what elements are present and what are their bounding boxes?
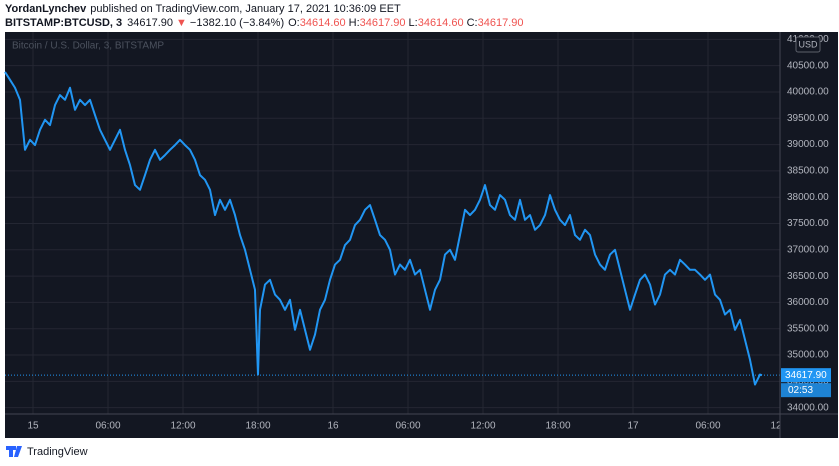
brand-logo — [6, 446, 22, 457]
last-price-value: 34617.90 — [785, 370, 827, 381]
price-line — [4, 71, 763, 386]
close: 34617.90 — [478, 17, 524, 29]
y-tick-label: 35000.00 — [787, 350, 829, 361]
chart-background — [5, 32, 838, 438]
y-tick-label: 40000.00 — [787, 87, 829, 98]
y-tick-label: 39000.00 — [787, 139, 829, 150]
y-tick-label: 36000.00 — [787, 297, 829, 308]
author: YordanLynchev — [5, 3, 87, 15]
last-price-tag — [781, 368, 831, 383]
x-tick-label: 16 — [327, 421, 339, 432]
symbol-bar: BITSTAMP:BTCUSD, 3 34617.90 ▼ −1382.10 (−3.… — [5, 17, 523, 29]
last-price: 34617.90 — [127, 17, 173, 29]
plot — [4, 71, 780, 386]
grid — [5, 32, 780, 414]
close-label: C: — [467, 17, 478, 29]
y-tick-label: 37500.00 — [787, 218, 829, 229]
x-tick-label: 18:00 — [545, 421, 570, 432]
high: 34617.90 — [360, 17, 406, 29]
x-tick-label: 12:00 — [470, 421, 495, 432]
watermark: Bitcoin / U.S. Dollar, 3, BITSTAMP — [12, 41, 164, 52]
price-axis: 34000.0034500.0035000.0035500.0036000.00… — [787, 34, 829, 413]
y-tick-label: 34000.00 — [787, 402, 829, 413]
y-tick-label: 35500.00 — [787, 323, 829, 334]
y-tick-label: 40500.00 — [787, 60, 829, 71]
currency-badge[interactable] — [795, 36, 821, 53]
open-label: O: — [288, 17, 300, 29]
change: −1382.10 (−3.84%) — [190, 17, 284, 29]
y-tick-label: 39500.00 — [787, 113, 829, 124]
x-tick-label: 15 — [27, 421, 39, 432]
y-tick-label: 38000.00 — [787, 192, 829, 203]
low-label: L: — [409, 17, 418, 29]
y-tick-label: 37000.00 — [787, 244, 829, 255]
x-tick-label: 06:00 — [395, 421, 420, 432]
x-tick-label: 18:00 — [245, 421, 270, 432]
published: published on TradingView.com, January 17… — [90, 3, 401, 15]
price-tags: 34617.90 02:53 — [781, 368, 831, 398]
currency: USD — [798, 39, 818, 49]
arrow: ▼ — [176, 17, 187, 29]
footer: TradingView — [6, 446, 88, 458]
brand: TradingView — [27, 446, 88, 458]
low: 34614.60 — [418, 17, 464, 29]
y-tick-label: 38500.00 — [787, 166, 829, 177]
countdown-tag — [781, 383, 831, 398]
x-tick-label: 12:00 — [170, 421, 195, 432]
countdown: 02:53 — [788, 385, 813, 396]
high-label: H: — [349, 17, 360, 29]
header: YordanLynchev published on TradingView.co… — [5, 3, 401, 15]
y-tick-label: 36500.00 — [787, 271, 829, 282]
x-tick-label: 17 — [627, 421, 639, 432]
x-tick-label: 06:00 — [95, 421, 120, 432]
symbol: BITSTAMP:BTCUSD, 3 — [5, 17, 122, 29]
x-tick-label: 06:00 — [695, 421, 720, 432]
open: 34614.60 — [300, 17, 346, 29]
